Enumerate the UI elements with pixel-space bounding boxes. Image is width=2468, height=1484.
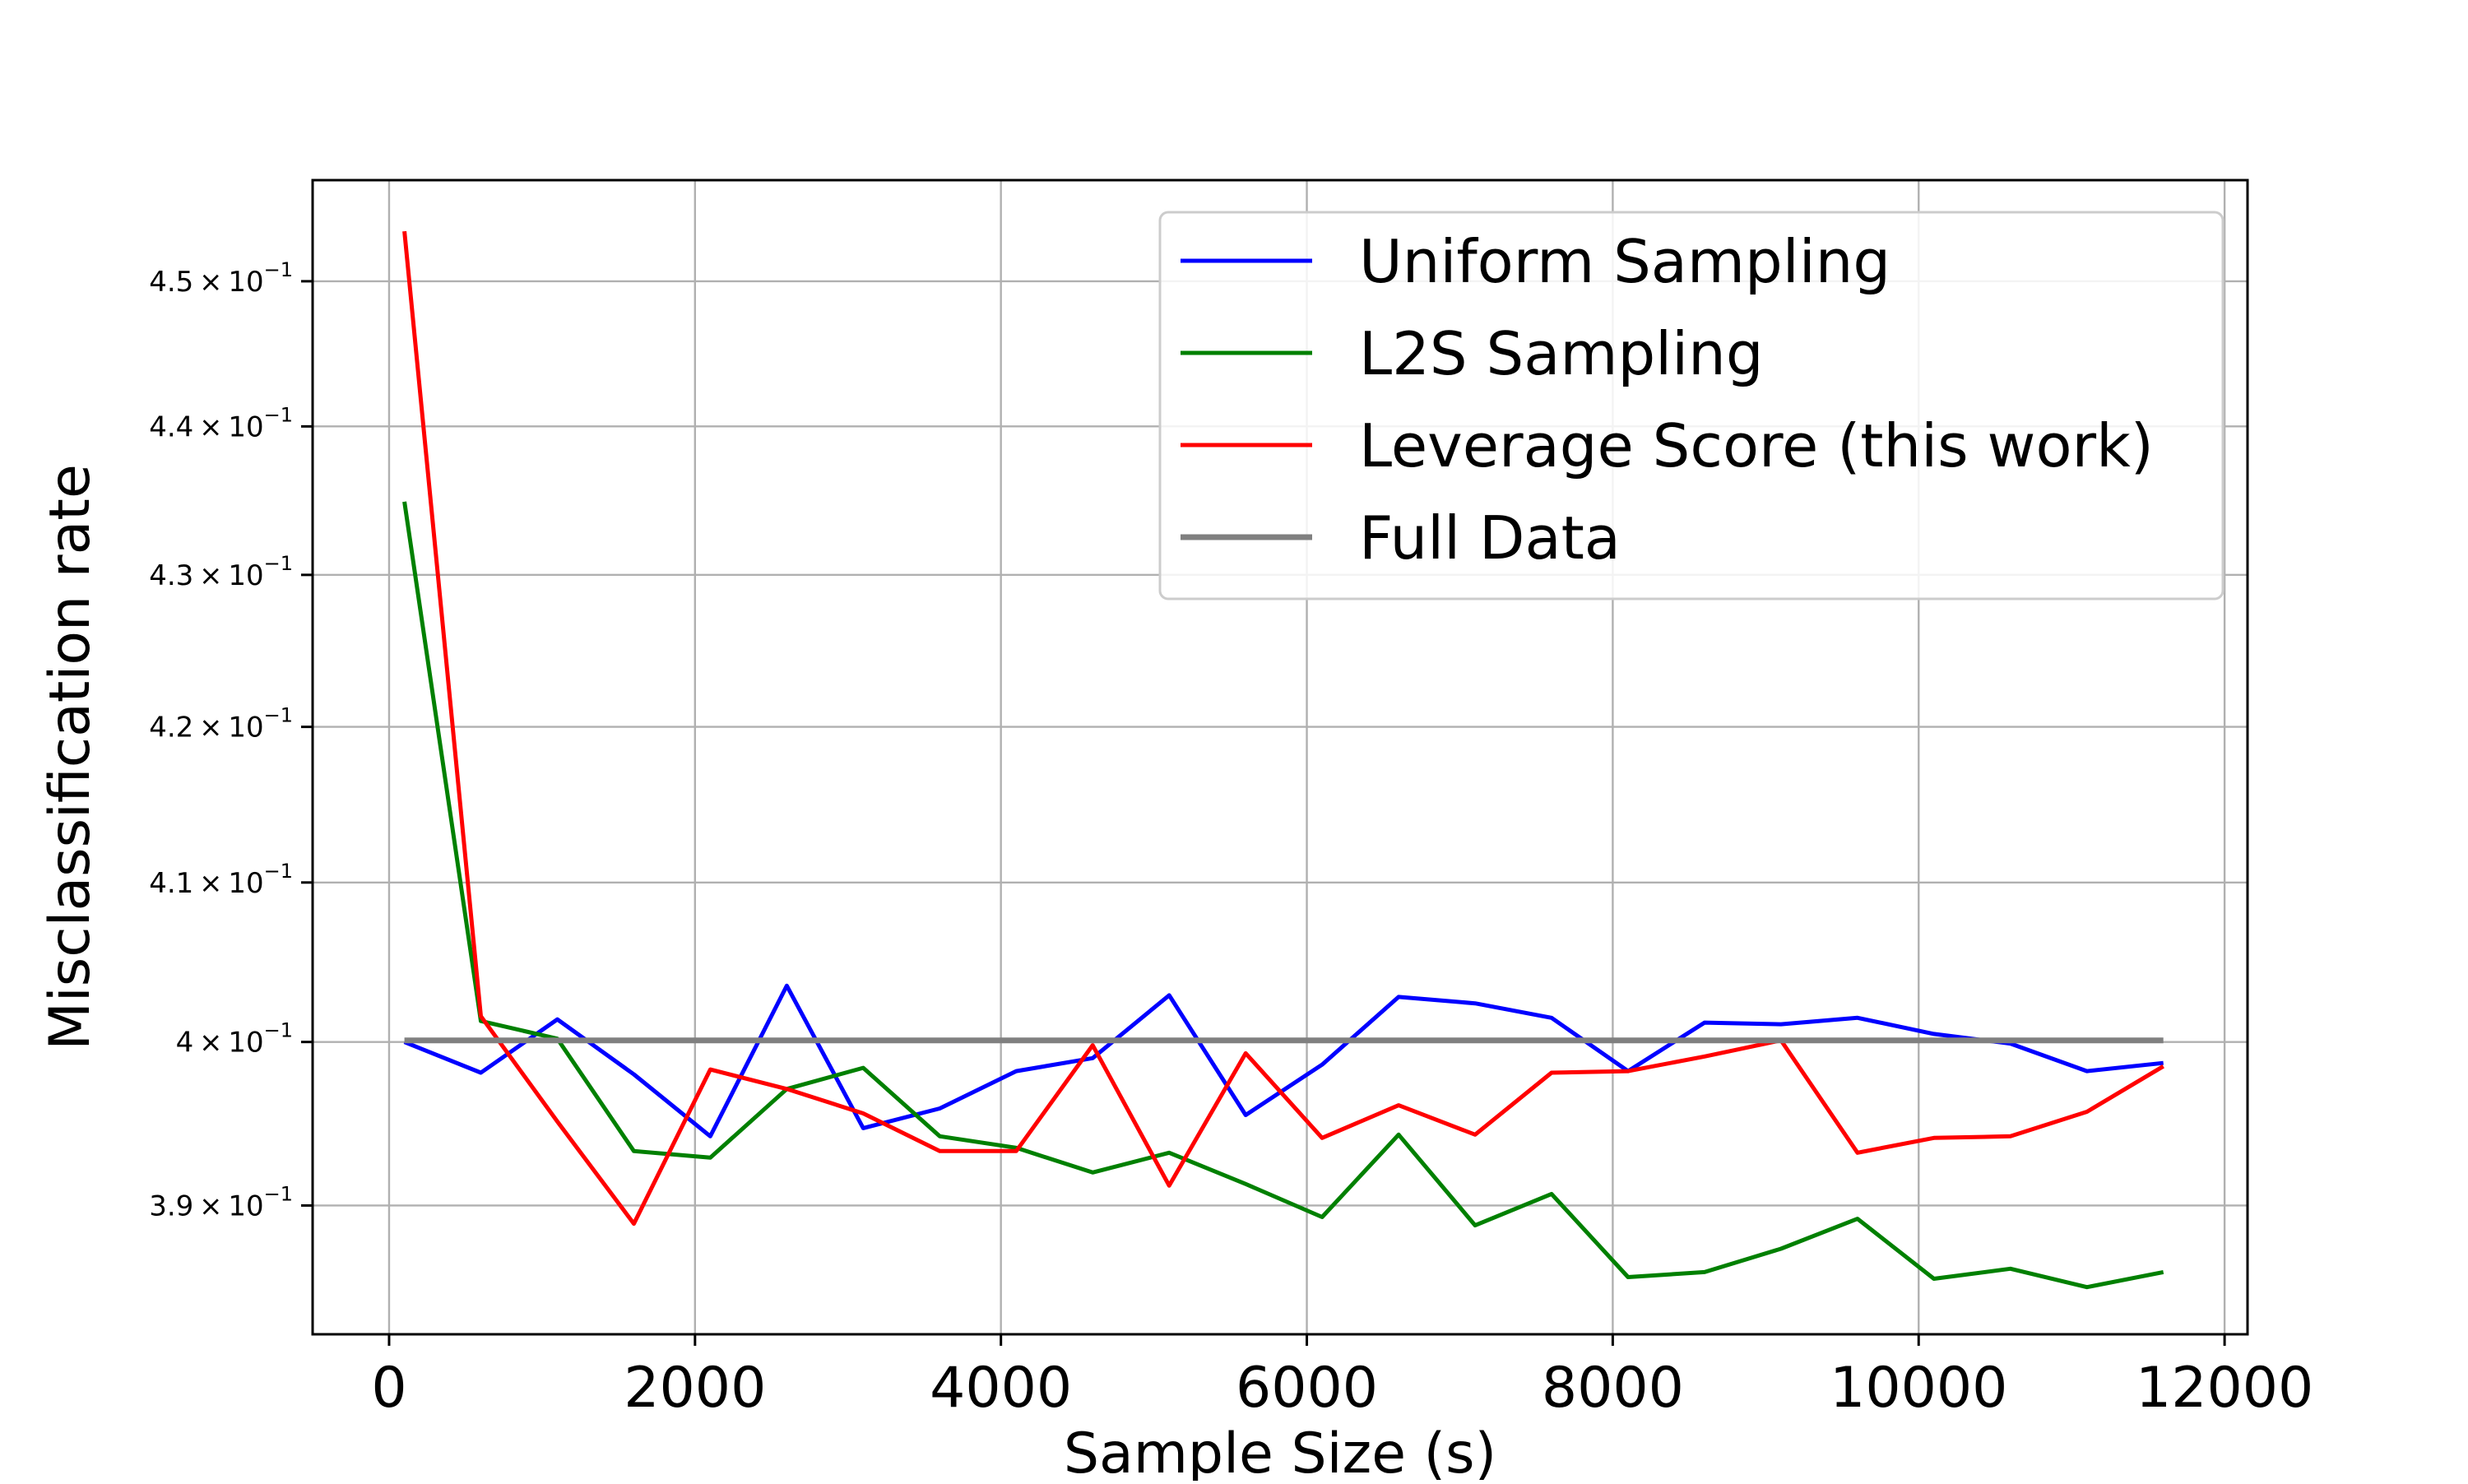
legend-label: Leverage Score (this work) <box>1359 411 2154 480</box>
y-tick-label: 4.1 × 10−1 <box>149 860 293 900</box>
plot-area-frame <box>311 179 2249 1336</box>
y-tick-exponent: −1 <box>264 1019 293 1042</box>
y-tick-label: 4 × 10−1 <box>176 1019 293 1060</box>
legend-label: L2S Sampling <box>1359 319 1764 388</box>
legend: Uniform Sampling L2S Sampling Leverage Sco… <box>1158 211 2224 601</box>
y-tick-exponent: −1 <box>264 1182 293 1205</box>
y-tick-label: 3.9 × 10−1 <box>149 1182 293 1222</box>
legend-label: Uniform Sampling <box>1359 227 1890 296</box>
y-tick-label: 4.4 × 10−1 <box>149 403 293 443</box>
y-tick-times: × 10 <box>193 559 263 592</box>
y-tick-times: × 10 <box>193 1190 263 1222</box>
series-lines <box>402 230 2164 1290</box>
y-tick-label: 4.3 × 10−1 <box>149 552 293 592</box>
x-tick-label: 4000 <box>930 1356 1072 1421</box>
x-tick-label: 8000 <box>1542 1356 1684 1421</box>
y-tick-times: × 10 <box>193 410 263 443</box>
y-tick-exponent: −1 <box>264 552 293 575</box>
y-tick-exponent: −1 <box>264 403 293 426</box>
series-line-2 <box>402 230 2164 1227</box>
y-tick-exponent: −1 <box>264 258 293 281</box>
y-tick-exponent: −1 <box>264 704 293 727</box>
y-tick-label: 4.5 × 10−1 <box>149 258 293 299</box>
y-tick-times: × 10 <box>193 712 263 744</box>
x-tick-label: 12000 <box>2136 1356 2313 1421</box>
y-tick-mantissa: 4.3 <box>149 559 193 592</box>
legend-box <box>1158 211 2224 601</box>
y-tick-times: × 10 <box>193 867 263 900</box>
y-tick-mantissa: 4.2 <box>149 712 193 744</box>
x-axis-label: Sample Size (s) <box>1064 1421 1496 1481</box>
x-tick-label: 0 <box>371 1356 406 1421</box>
y-axis-label: Misclassification rate <box>38 464 103 1050</box>
y-tick-mantissa: 4.4 <box>149 410 193 443</box>
y-tick-times: × 10 <box>193 1027 263 1060</box>
y-tick-mantissa: 4.1 <box>149 867 193 900</box>
y-tick-exponent: −1 <box>264 860 293 883</box>
x-tick-label: 6000 <box>1236 1356 1378 1421</box>
y-tick-mantissa: 4 <box>176 1027 194 1060</box>
y-tick-mantissa: 3.9 <box>149 1190 193 1222</box>
x-tick-label: 2000 <box>624 1356 766 1421</box>
legend-label: Full Data <box>1359 503 1621 573</box>
x-tick-label: 10000 <box>1830 1356 2007 1421</box>
series-line-1 <box>402 501 2164 1290</box>
y-tick-label: 4.2 × 10−1 <box>149 704 293 744</box>
y-tick-mantissa: 4.5 <box>149 266 193 299</box>
y-tick-times: × 10 <box>193 266 263 299</box>
series-line-0 <box>403 983 2164 1139</box>
